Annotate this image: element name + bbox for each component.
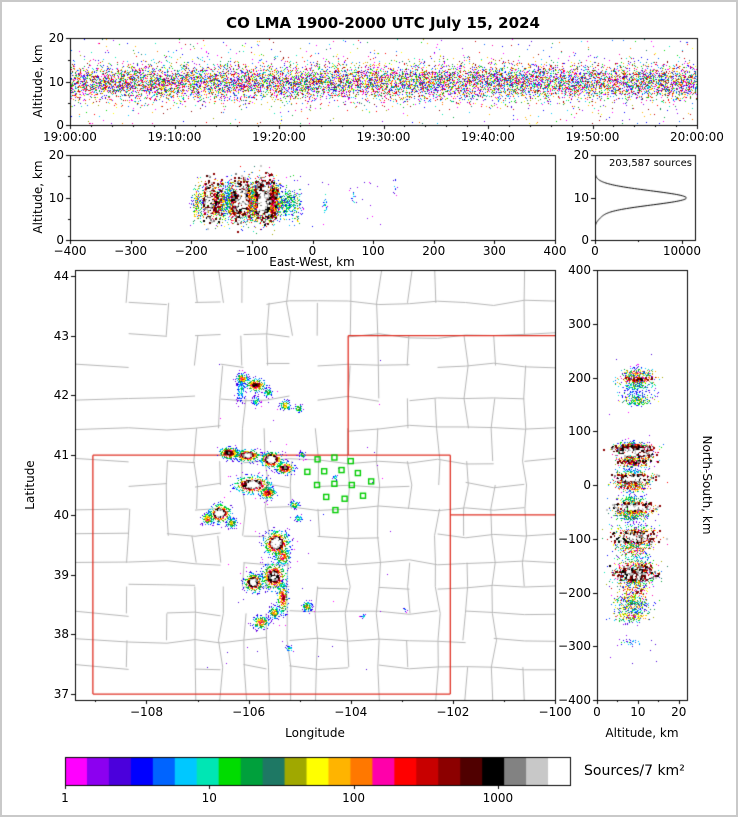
hist-alt-tick: 0 bbox=[581, 233, 589, 247]
time-tick: 20:00:00 bbox=[670, 130, 724, 144]
lon-tick: −106 bbox=[232, 705, 266, 719]
time-tick: 19:00:00 bbox=[43, 130, 97, 144]
lon-tick: −100 bbox=[538, 705, 572, 719]
ns-km-tick: 200 bbox=[568, 370, 591, 385]
time-alt-tick: 10 bbox=[48, 74, 64, 89]
ns-panel-ylabel: North-South, km bbox=[700, 435, 714, 535]
time-tick: 19:30:00 bbox=[356, 130, 411, 144]
ew-panel-ylabel: Altitude, km bbox=[31, 160, 45, 234]
ew-tick: 0 bbox=[308, 244, 317, 258]
colorbar-tick: 1000 bbox=[482, 791, 514, 805]
lat-tick: 37 bbox=[53, 687, 69, 702]
ew-tick: 200 bbox=[422, 244, 446, 258]
lat-tick: 40 bbox=[53, 507, 69, 522]
hist-alt-tick: 10 bbox=[573, 190, 589, 205]
colorbar-tick: 1 bbox=[61, 791, 69, 805]
ns-alt-tick: 10 bbox=[630, 705, 646, 719]
hist-tick: 0 bbox=[591, 244, 599, 258]
map-ylabel: Latitude bbox=[23, 460, 37, 510]
colorbar-label: Sources/7 km² bbox=[584, 763, 685, 779]
ew-tick: −300 bbox=[114, 244, 148, 258]
ew-panel-xlabel: East-West, km bbox=[269, 255, 355, 269]
time-panel-ylabel: Altitude, km bbox=[31, 44, 45, 118]
lon-tick: −108 bbox=[130, 705, 163, 719]
ns-alt-tick: 20 bbox=[671, 705, 687, 719]
ew-tick: −100 bbox=[235, 244, 269, 258]
ns-km-tick: −200 bbox=[558, 585, 591, 600]
ew-tick: 100 bbox=[361, 244, 385, 258]
ns-alt-tick: 0 bbox=[593, 705, 601, 719]
time-tick: 19:10:00 bbox=[147, 130, 202, 144]
time-alt-tick: 20 bbox=[48, 31, 64, 45]
ns-km-tick: −300 bbox=[558, 639, 591, 654]
source-count-label: 203,587 sources bbox=[609, 158, 692, 169]
map-xlabel: Longitude bbox=[285, 726, 345, 740]
ns-km-tick: 0 bbox=[583, 478, 591, 492]
colorbar-tick: 100 bbox=[342, 791, 366, 805]
lat-tick: 44 bbox=[53, 268, 69, 283]
lat-tick: 41 bbox=[53, 448, 69, 463]
ew-tick: 300 bbox=[482, 244, 506, 258]
ew-alt-tick: 20 bbox=[48, 148, 64, 162]
time-tick: 19:40:00 bbox=[461, 130, 515, 144]
time-tick: 19:20:00 bbox=[252, 130, 306, 144]
ew-tick: 400 bbox=[543, 244, 567, 258]
ns-km-tick: −100 bbox=[558, 531, 591, 546]
ew-alt-tick: 10 bbox=[48, 190, 64, 205]
ns-km-tick: −400 bbox=[558, 693, 591, 707]
colorbar-tick: 10 bbox=[201, 791, 217, 805]
hist-tick: 10000 bbox=[662, 244, 702, 258]
lon-tick: −104 bbox=[334, 705, 368, 719]
ew-tick: −400 bbox=[53, 244, 87, 258]
lat-tick: 43 bbox=[53, 328, 69, 343]
lat-tick: 39 bbox=[53, 567, 69, 582]
lat-tick: 38 bbox=[53, 627, 69, 642]
ns-km-tick: 300 bbox=[568, 316, 591, 331]
ew-alt-tick: 0 bbox=[56, 233, 64, 247]
ns-km-tick: 400 bbox=[568, 263, 591, 277]
time-alt-tick: 0 bbox=[56, 118, 64, 132]
hist-alt-tick: 20 bbox=[573, 148, 589, 162]
ns-panel-xlabel: Altitude, km bbox=[605, 726, 679, 740]
ns-km-tick: 100 bbox=[568, 424, 591, 439]
lon-tick: −102 bbox=[436, 705, 470, 719]
figure-title: CO LMA 1900-2000 UTC July 15, 2024 bbox=[226, 14, 540, 32]
ew-tick: −200 bbox=[174, 244, 208, 258]
time-tick: 19:50:00 bbox=[565, 130, 620, 144]
lat-tick: 42 bbox=[53, 388, 69, 403]
